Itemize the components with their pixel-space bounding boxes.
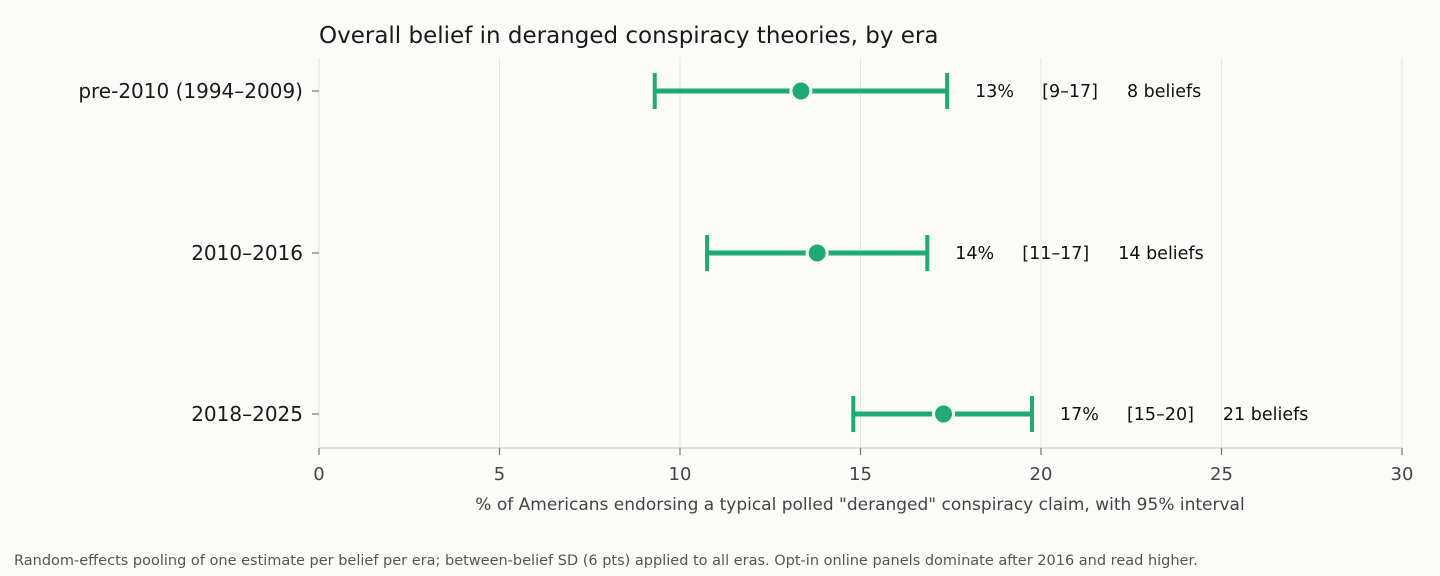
belief-count-label: 8 beliefs <box>1127 82 1201 102</box>
category-label: 2010–2016 <box>191 241 303 265</box>
x-tick-label: 5 <box>494 464 505 485</box>
belief-count-label: 21 beliefs <box>1223 405 1308 425</box>
point-estimate <box>789 79 813 103</box>
x-tick-label: 0 <box>313 464 324 485</box>
point-estimate <box>805 241 829 265</box>
belief-count-label: 14 beliefs <box>1118 244 1203 264</box>
gridlines <box>499 58 1403 448</box>
interval-label: [15–20] <box>1127 405 1194 425</box>
forest-row: 2010–2016 14% [11–17] 14 beliefs <box>191 235 1204 271</box>
x-tick-label: 20 <box>1030 464 1053 485</box>
x-tick-label: 25 <box>1210 464 1233 485</box>
x-tick-label: 10 <box>669 464 692 485</box>
x-tick-label: 15 <box>849 464 872 485</box>
estimate-label: 17% <box>1060 405 1099 425</box>
rows: pre-2010 (1994–2009) 13% [9–17] 8 beliefs 20… <box>78 73 1308 432</box>
point-estimate <box>932 402 956 426</box>
x-ticks: 0 5 10 15 20 25 30 <box>313 448 1413 485</box>
interval-label: [9–17] <box>1042 82 1098 102</box>
estimate-label: 14% <box>955 244 994 264</box>
x-axis-label: % of Americans endorsing a typical polle… <box>475 495 1244 515</box>
forest-row: 2018–2025 17% [15–20] 21 beliefs <box>191 396 1308 432</box>
interval-label: [11–17] <box>1022 244 1089 264</box>
category-label: pre-2010 (1994–2009) <box>78 79 303 103</box>
forest-row: pre-2010 (1994–2009) 13% [9–17] 8 beliefs <box>78 73 1201 109</box>
estimate-label: 13% <box>975 82 1014 102</box>
footnote: Random-effects pooling of one estimate p… <box>14 553 1198 569</box>
chart-title: Overall belief in deranged conspiracy th… <box>319 23 938 49</box>
category-label: 2018–2025 <box>191 402 303 426</box>
x-tick-label: 30 <box>1391 464 1414 485</box>
